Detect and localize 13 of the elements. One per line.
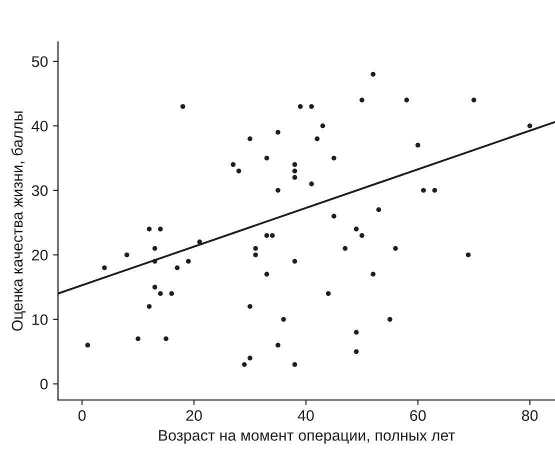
x-tick-label: 40: [298, 410, 314, 421]
x-tick-label: 80: [522, 410, 538, 421]
y-axis-title: Оценка качества жизни, баллы: [11, 112, 26, 331]
y-tick-label: 40: [32, 120, 48, 132]
x-tick-label: 20: [186, 410, 202, 421]
y-tick-label: 20: [32, 250, 48, 261]
x-tick-label: 60: [410, 410, 426, 421]
x-tick-label: 0: [78, 410, 86, 421]
y-tick-label: 10: [32, 314, 48, 326]
y-tick-label: 50: [32, 56, 48, 68]
x-axis-title: Возраст на момент операции, полных лет: [159, 430, 455, 444]
y-tick-label: 30: [32, 185, 48, 196]
y-tick-label: 0: [40, 378, 48, 390]
